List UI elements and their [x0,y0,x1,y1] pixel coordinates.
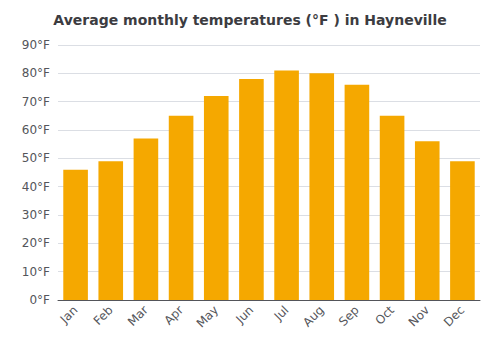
svg-text:Jan: Jan [57,303,81,327]
svg-text:0°F: 0°F [29,293,50,307]
svg-text:80°F: 80°F [22,66,50,80]
svg-text:Mar: Mar [125,303,151,329]
svg-text:Aug: Aug [300,303,326,329]
svg-text:May: May [194,303,221,330]
svg-text:30°F: 30°F [22,208,50,222]
svg-text:90°F: 90°F [22,38,50,52]
svg-text:Average monthly temperatures (: Average monthly temperatures (°F ) in Ha… [53,12,446,28]
svg-text:40°F: 40°F [22,180,50,194]
svg-text:Apr: Apr [161,303,186,328]
svg-text:Feb: Feb [91,303,116,328]
svg-text:Oct: Oct [372,303,397,328]
svg-text:Sep: Sep [336,303,362,329]
svg-text:Dec: Dec [441,303,467,329]
svg-text:10°F: 10°F [22,265,50,279]
svg-text:60°F: 60°F [22,123,50,137]
svg-text:Nov: Nov [406,303,432,329]
svg-text:Jul: Jul [271,303,292,324]
svg-text:70°F: 70°F [22,95,50,109]
svg-text:Jun: Jun [233,303,257,327]
svg-text:20°F: 20°F [22,236,50,250]
svg-text:50°F: 50°F [22,151,50,165]
